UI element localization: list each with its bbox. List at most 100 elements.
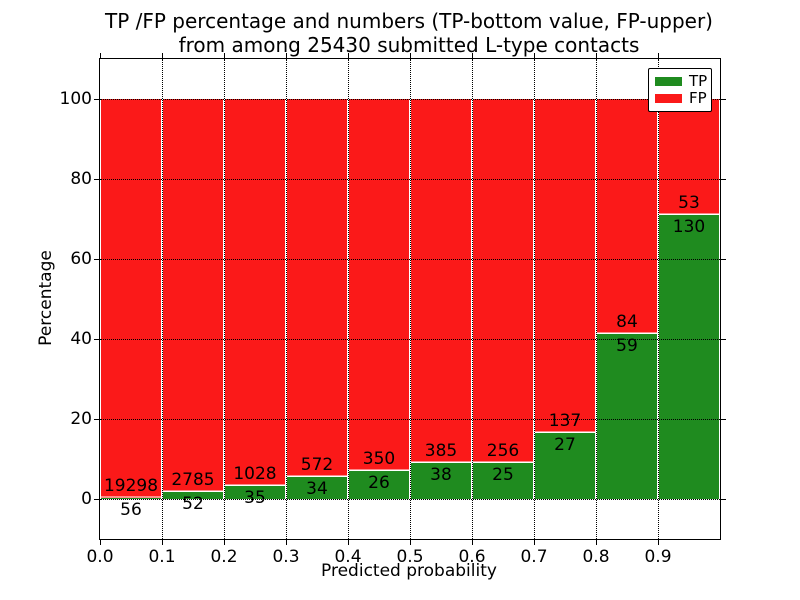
bar-segment-tp xyxy=(163,491,223,499)
x-tick-label: 0.7 xyxy=(520,547,548,567)
bar-value-label-tp: 52 xyxy=(182,493,204,514)
bar-value-label-tp: 34 xyxy=(306,478,328,499)
bar-segment-fp xyxy=(162,99,224,499)
x-tick-label: 0.4 xyxy=(334,547,362,567)
x-axis-tick xyxy=(471,53,473,58)
y-tick-label: 100 xyxy=(59,89,92,109)
bar-value-label-fp: 2785 xyxy=(171,469,215,490)
x-tick-label: 0.0 xyxy=(86,547,114,567)
x-axis-tick xyxy=(347,53,349,58)
gridline-vertical xyxy=(596,59,597,539)
legend-label-tp: TP xyxy=(689,72,708,90)
x-axis-tick xyxy=(595,540,597,545)
bar-value-label-fp: 256 xyxy=(486,441,520,462)
legend-entry-fp: FP xyxy=(655,89,707,107)
x-tick-label: 0.9 xyxy=(644,547,672,567)
bar-value-label-tp: 35 xyxy=(244,487,266,508)
y-axis-tick xyxy=(94,258,99,260)
y-axis-tick xyxy=(94,98,99,100)
x-axis-tick xyxy=(285,540,287,545)
gridline-vertical xyxy=(162,59,163,539)
bar-segment-tp xyxy=(473,463,533,499)
legend-entry-tp: TP xyxy=(655,72,708,90)
x-tick-label: 0.1 xyxy=(148,547,176,567)
chart-title-line-2: from among 25430 submitted L-type contac… xyxy=(178,33,640,57)
bar-value-label-tp: 26 xyxy=(368,473,390,494)
legend-swatch-fp-icon xyxy=(655,94,682,103)
bar-segment-tp xyxy=(659,214,719,499)
bar-value-label-fp: 350 xyxy=(362,449,396,470)
bar-segment-fp xyxy=(348,99,410,499)
x-axis-tick xyxy=(223,53,225,58)
bar-segment-tp xyxy=(597,333,657,499)
gridline-vertical xyxy=(286,59,287,539)
y-axis-tick xyxy=(721,178,726,180)
bar-value-label-tp: 130 xyxy=(672,216,706,237)
gridline-vertical xyxy=(224,59,225,539)
plot-area: TP FP 19298 56 2785 52 1028 35 572 34 350 26 385 38… xyxy=(60,53,726,567)
bar-segment-fp xyxy=(286,99,348,499)
y-tick-label: 40 xyxy=(70,329,92,349)
bar-value-label-fp: 137 xyxy=(548,411,582,432)
y-tick-label: 60 xyxy=(70,249,92,269)
bar-segment-fp xyxy=(100,99,162,499)
bar-value-label-fp: 19298 xyxy=(103,475,159,496)
x-axis-tick xyxy=(533,540,535,545)
y-axis-tick xyxy=(94,178,99,180)
gridline-vertical xyxy=(472,59,473,539)
x-axis-tick xyxy=(533,53,535,58)
x-tick-label: 0.8 xyxy=(582,547,610,567)
y-axis-tick xyxy=(721,418,726,420)
x-axis-tick xyxy=(99,540,101,545)
gridline-vertical xyxy=(534,59,535,539)
x-axis-tick xyxy=(285,53,287,58)
y-axis-tick xyxy=(721,498,726,500)
y-tick-label: 0 xyxy=(81,489,92,509)
bar-value-label-fp: 53 xyxy=(678,192,700,213)
bar-segment-fp xyxy=(472,99,534,499)
legend-swatch-tp-icon xyxy=(655,77,682,86)
bar-segment-fp xyxy=(658,99,720,499)
bar-value-label-fp: 385 xyxy=(424,441,458,462)
y-tick-label: 20 xyxy=(70,409,92,429)
bar-value-label-tp: 59 xyxy=(616,335,638,356)
y-axis-tick xyxy=(94,498,99,500)
gridline-vertical xyxy=(410,59,411,539)
x-axis-tick xyxy=(471,540,473,545)
y-axis-tick xyxy=(721,258,726,260)
x-axis-tick xyxy=(409,53,411,58)
bar-segment-tp xyxy=(411,463,471,499)
legend-label-fp: FP xyxy=(689,89,707,107)
x-axis-tick xyxy=(657,540,659,545)
gridline-vertical xyxy=(348,59,349,539)
x-axis-tick xyxy=(161,53,163,58)
bar-value-label-fp: 1028 xyxy=(233,463,277,484)
y-tick-label: 80 xyxy=(70,169,92,189)
x-tick-label: 0.3 xyxy=(272,547,300,567)
legend: TP FP xyxy=(648,68,712,112)
x-axis-tick xyxy=(223,540,225,545)
x-axis-label: Predicted probability xyxy=(321,561,497,581)
x-axis-tick xyxy=(347,540,349,545)
bar-value-label-tp: 38 xyxy=(430,465,452,486)
bar-segment-tp xyxy=(535,433,595,499)
x-tick-label: 0.6 xyxy=(458,547,486,567)
x-axis-tick xyxy=(99,53,101,58)
bar-segment-fp xyxy=(596,99,658,499)
bar-segment-tp xyxy=(349,471,409,499)
y-axis-tick xyxy=(94,338,99,340)
y-axis-tick xyxy=(721,338,726,340)
x-axis-tick xyxy=(409,540,411,545)
y-axis-tick xyxy=(721,98,726,100)
x-axis-tick xyxy=(657,53,659,58)
bar-segment-tp xyxy=(287,476,347,499)
gridline-vertical xyxy=(658,59,659,539)
bar-segment-fp xyxy=(534,99,596,499)
bar-segment-tp xyxy=(101,497,161,499)
x-tick-label: 0.5 xyxy=(396,547,424,567)
y-axis-tick xyxy=(94,418,99,420)
bar-value-label-fp: 572 xyxy=(300,454,334,475)
bar-value-label-tp: 27 xyxy=(554,435,576,456)
bar-segment-fp xyxy=(410,99,472,499)
